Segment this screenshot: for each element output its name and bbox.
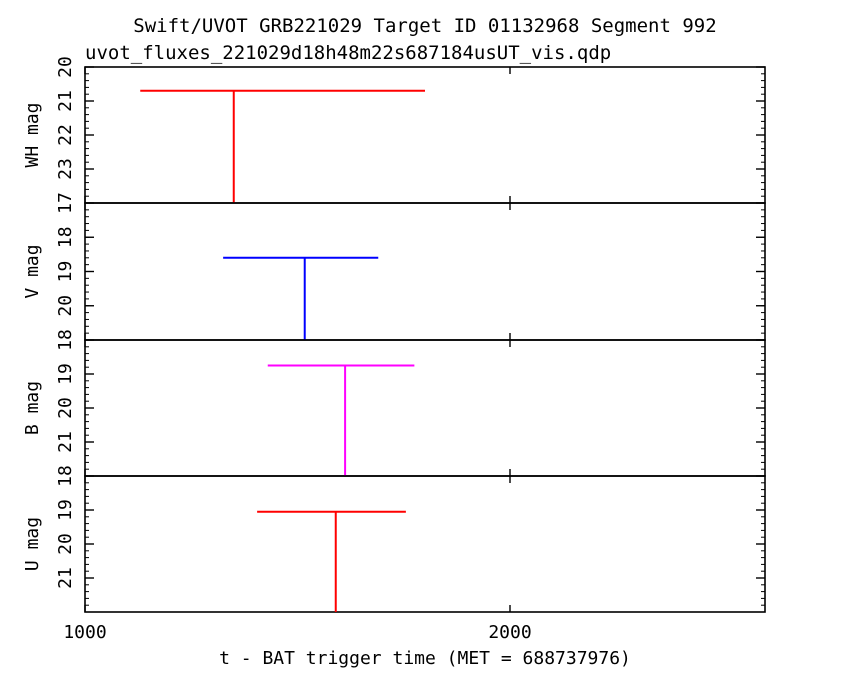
y-axis-label: B mag [22, 381, 43, 435]
x-axis-label: t - BAT trigger time (MET = 688737976) [219, 648, 631, 669]
y-tick-label: 17 [55, 192, 76, 214]
panel-3: 18 19 20 21 U mag [22, 465, 766, 613]
panel-frame [84, 339, 766, 477]
x-tick-label: 2000 [488, 622, 531, 643]
y-axis-label: WH mag [22, 102, 43, 167]
y-tick-label: 19 [55, 261, 76, 283]
panel-0: 20 21 22 23 WH mag [22, 56, 766, 204]
y-tick-label: 19 [55, 499, 76, 521]
y-tick-label: 21 [55, 567, 76, 589]
y-tick-label: 22 [55, 124, 76, 146]
y-tick-label: 18 [55, 465, 76, 487]
y-tick-label: 18 [55, 226, 76, 248]
chart-title: Swift/UVOT GRB221029 Target ID 01132968 … [133, 15, 716, 37]
panel-frame [84, 475, 766, 613]
y-tick-label: 18 [55, 329, 76, 351]
panels-group: 20 21 22 23 WH mag 17 18 19 20 V mag 18 19 20 21 B mag… [22, 56, 766, 613]
panel-frame [84, 202, 766, 341]
x-tick-label: 1000 [63, 622, 106, 643]
y-tick-label: 20 [55, 295, 76, 317]
y-tick-label: 21 [55, 431, 76, 453]
y-tick-label: 23 [55, 158, 76, 180]
y-tick-label: 20 [55, 397, 76, 419]
y-tick-label: 20 [55, 533, 76, 555]
panel-frame [84, 66, 766, 204]
y-axis-label: U mag [22, 517, 43, 571]
y-tick-label: 20 [55, 56, 76, 78]
y-tick-label: 21 [55, 90, 76, 112]
panel-1: 17 18 19 20 V mag [22, 192, 766, 341]
panel-2: 18 19 20 21 B mag [22, 329, 766, 477]
x-axis: 1000 2000 [63, 622, 531, 643]
y-tick-label: 19 [55, 363, 76, 385]
chart-subtitle: uvot_fluxes_221029d18h48m22s687184usUT_v… [85, 42, 611, 64]
y-axis-label: V mag [22, 244, 43, 298]
